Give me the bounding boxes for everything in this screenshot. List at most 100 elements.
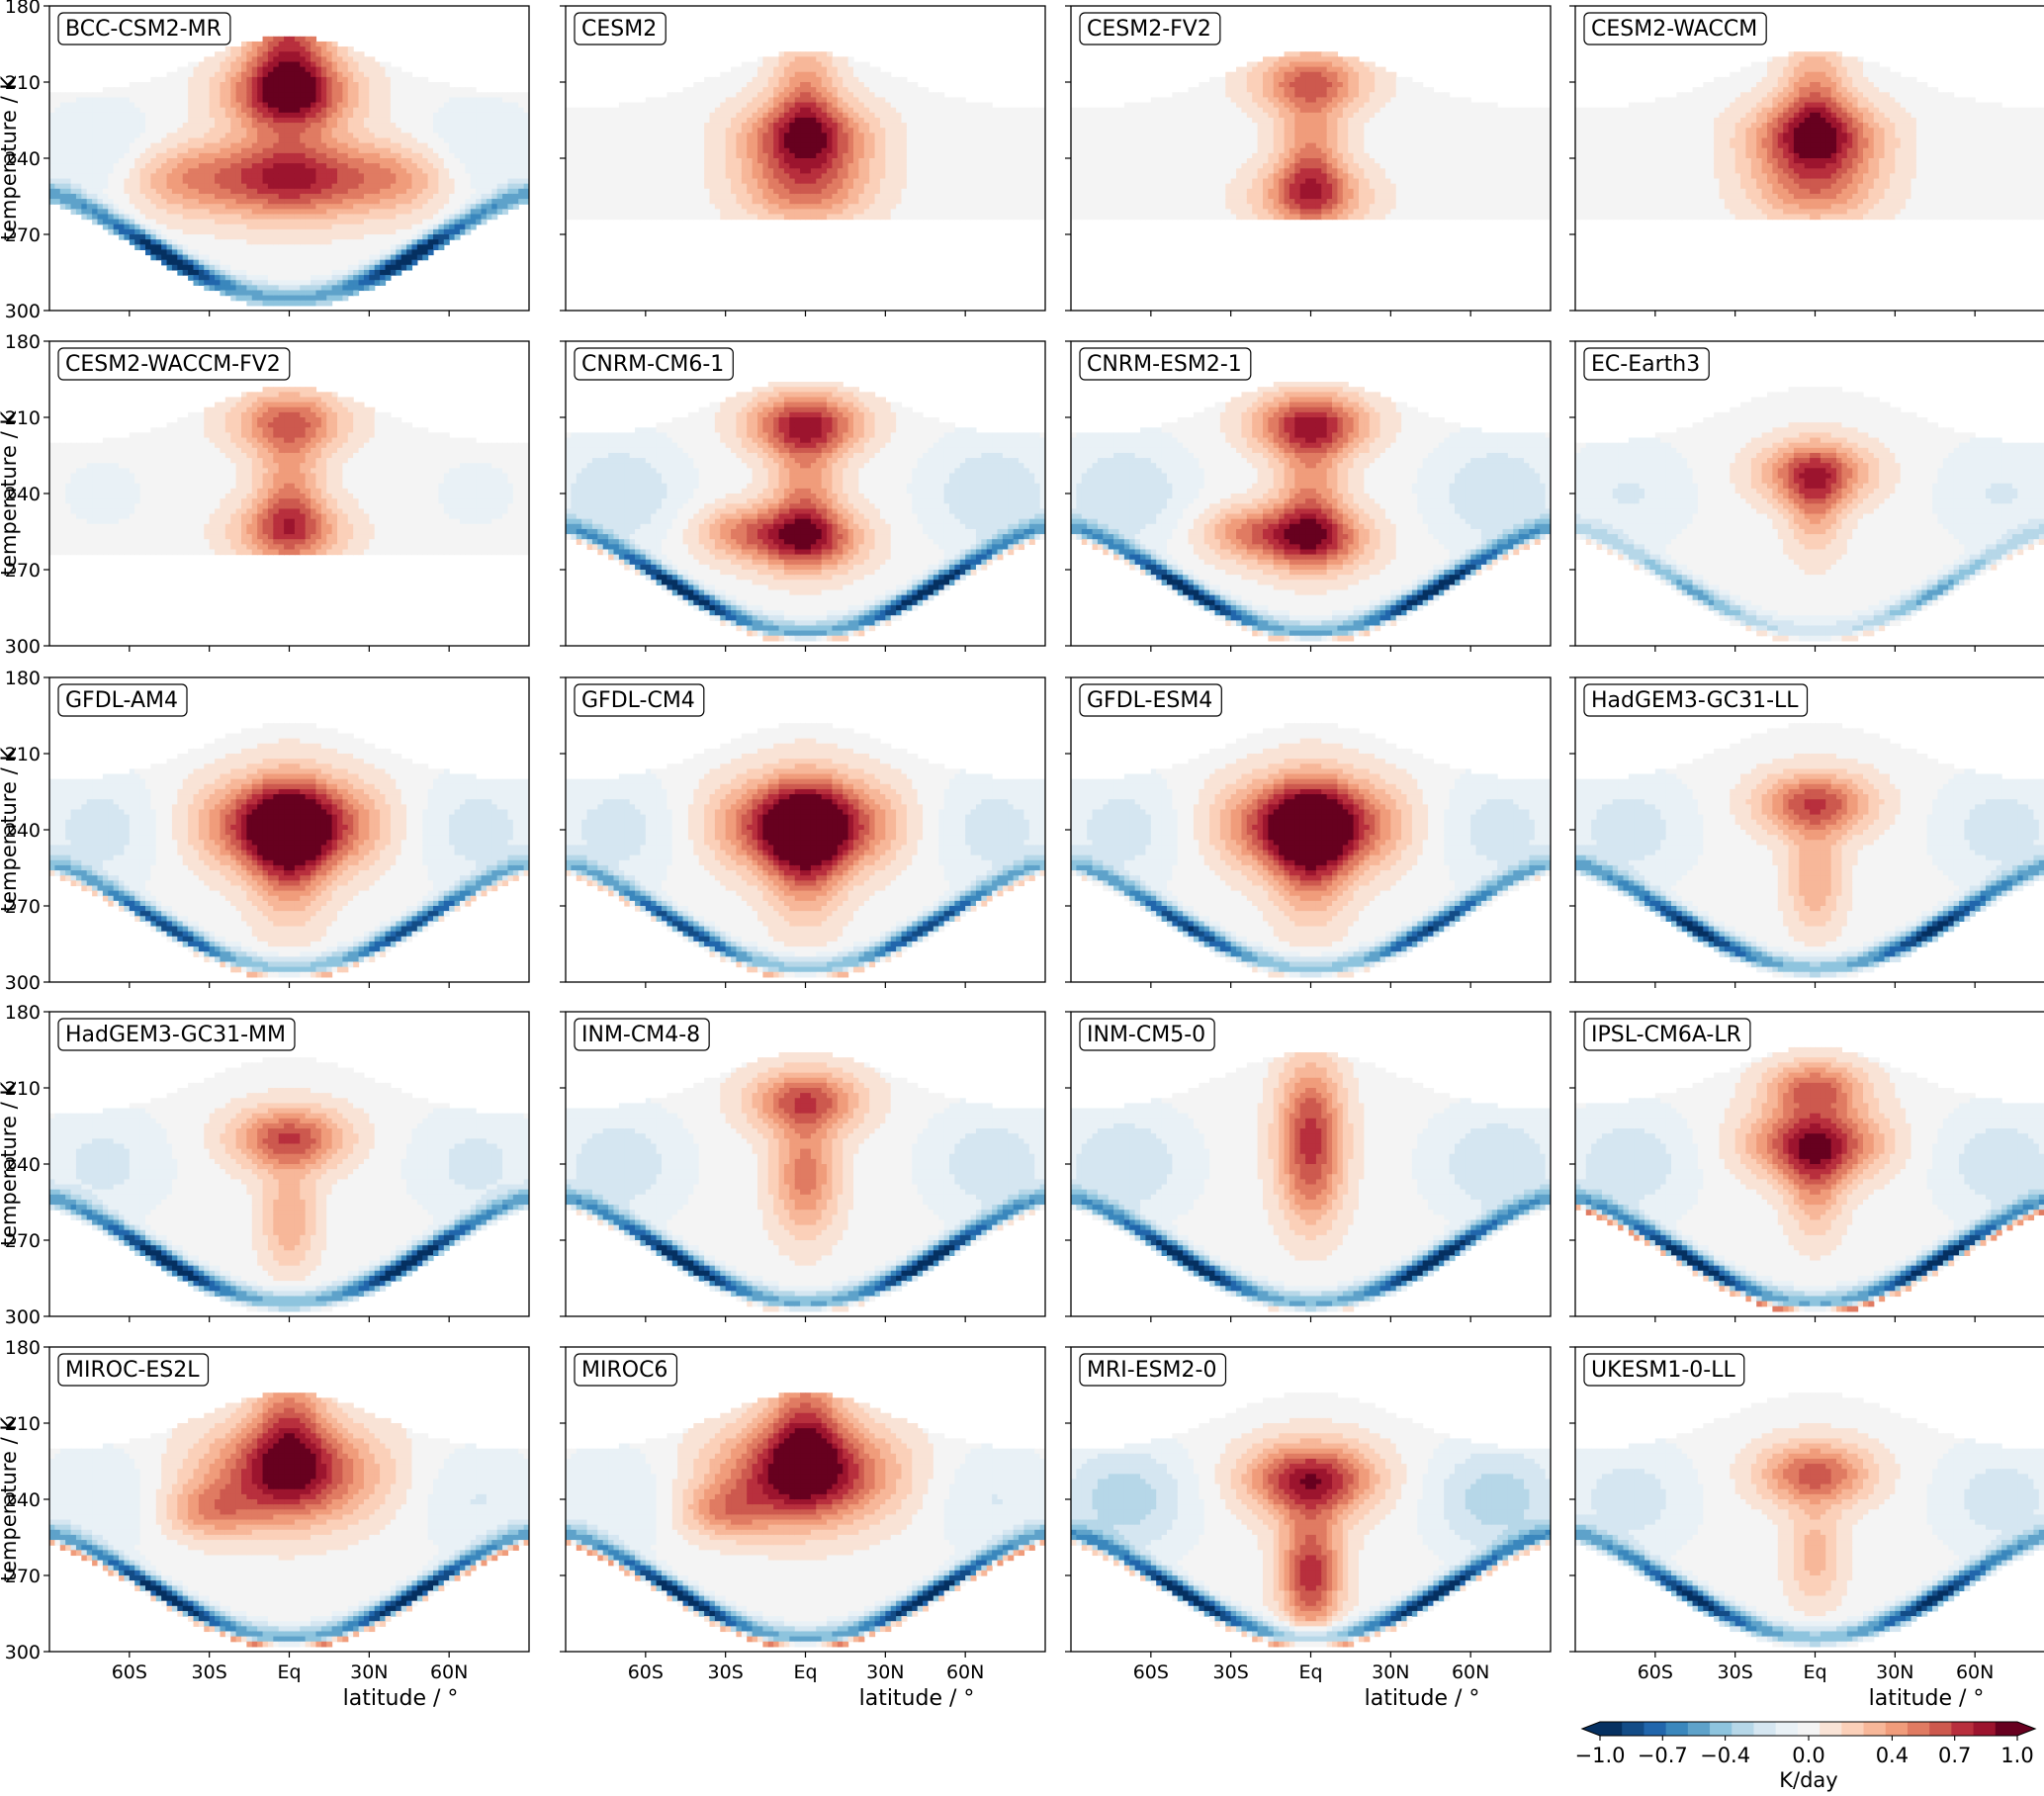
contour-cell	[161, 168, 167, 174]
contour-cell	[753, 168, 758, 174]
contour-cell	[853, 148, 859, 154]
contour-cell	[290, 224, 296, 230]
contour-cell	[246, 108, 252, 114]
contour-cell	[49, 158, 55, 164]
contour-cell	[241, 184, 247, 190]
contour-cell	[332, 163, 338, 169]
contour-cell	[422, 97, 428, 103]
contour-cell	[369, 220, 375, 225]
contour-cell	[433, 108, 439, 114]
contour-cell	[699, 163, 705, 169]
contour-cell	[566, 113, 572, 119]
contour-cell	[60, 153, 66, 159]
contour-cell	[204, 113, 210, 119]
contour-cell	[444, 153, 450, 159]
contour-cell	[396, 103, 401, 109]
contour-cell	[359, 61, 365, 67]
contour-cell	[246, 270, 252, 276]
contour-cell	[300, 290, 306, 296]
contour-cell	[742, 148, 748, 154]
contour-cell	[375, 209, 381, 215]
contour-cell	[140, 108, 146, 114]
contour-cell	[81, 133, 87, 138]
contour-cell	[119, 234, 125, 240]
contour-cell	[326, 255, 332, 261]
contour-cell	[194, 77, 200, 83]
contour-cell	[225, 189, 231, 195]
contour-cell	[731, 153, 737, 159]
contour-cell	[757, 67, 763, 73]
contour-cell	[246, 173, 252, 179]
contour-cell	[827, 153, 833, 159]
contour-cell	[513, 148, 519, 154]
contour-cell	[252, 173, 258, 179]
contour-cell	[386, 265, 392, 271]
contour-cell	[295, 123, 301, 129]
contour-cell	[747, 82, 753, 88]
contour-cell	[704, 77, 710, 83]
contour-cell	[263, 229, 269, 235]
contour-cell	[145, 173, 151, 179]
contour-cell	[60, 133, 66, 138]
contour-cell	[677, 214, 683, 220]
contour-cell	[145, 229, 151, 235]
contour-cell	[311, 239, 316, 245]
contour-cell	[295, 133, 301, 138]
contour-cell	[396, 239, 401, 245]
contour-cell	[273, 77, 279, 83]
contour-cell	[406, 184, 412, 190]
contour-cell	[848, 123, 854, 129]
contour-cell	[646, 128, 652, 134]
contour-cell	[460, 143, 466, 149]
contour-cell	[502, 209, 508, 215]
contour-cell	[306, 163, 311, 169]
contour-cell	[114, 133, 120, 138]
contour-cell	[167, 229, 173, 235]
contour-cell	[353, 77, 359, 83]
contour-cell	[757, 204, 763, 210]
contour-cell	[172, 194, 178, 200]
contour-cell	[167, 173, 173, 179]
contour-cell	[257, 137, 263, 143]
contour-cell	[710, 123, 716, 129]
contour-cell	[587, 128, 593, 134]
contour-cell	[401, 189, 407, 195]
contour-cell	[114, 123, 120, 129]
contour-cell	[353, 97, 359, 103]
contour-cell	[592, 179, 598, 185]
contour-cell	[87, 199, 93, 205]
contour-cell	[199, 153, 205, 159]
contour-cell	[87, 148, 93, 154]
contour-cell	[353, 148, 359, 154]
contour-cell	[816, 51, 822, 57]
contour-cell	[757, 163, 763, 169]
contour-cell	[482, 163, 488, 169]
contour-cell	[194, 173, 200, 179]
contour-cell	[768, 108, 774, 114]
contour-cell	[795, 118, 801, 124]
contour-cell	[236, 128, 242, 134]
contour-cell	[736, 118, 742, 124]
contour-cell	[497, 168, 503, 174]
contour-cell	[199, 143, 205, 149]
contour-cell	[220, 270, 225, 276]
contour-cell	[608, 153, 614, 159]
contour-cell	[811, 72, 817, 78]
contour-cell	[279, 67, 285, 73]
contour-cell	[279, 56, 285, 62]
contour-cell	[220, 113, 225, 119]
contour-cell	[183, 168, 189, 174]
contour-cell	[311, 214, 316, 220]
contour-cell	[417, 220, 423, 225]
contour-cell	[364, 123, 370, 129]
contour-cell	[800, 179, 806, 185]
contour-cell	[507, 168, 513, 174]
contour-cell	[597, 194, 603, 200]
contour-cell	[411, 137, 417, 143]
contour-cell	[624, 163, 630, 169]
contour-cell	[704, 158, 710, 164]
contour-cell	[183, 123, 189, 129]
contour-cell	[87, 92, 93, 98]
contour-cell	[290, 220, 296, 225]
contour-cell	[369, 97, 375, 103]
